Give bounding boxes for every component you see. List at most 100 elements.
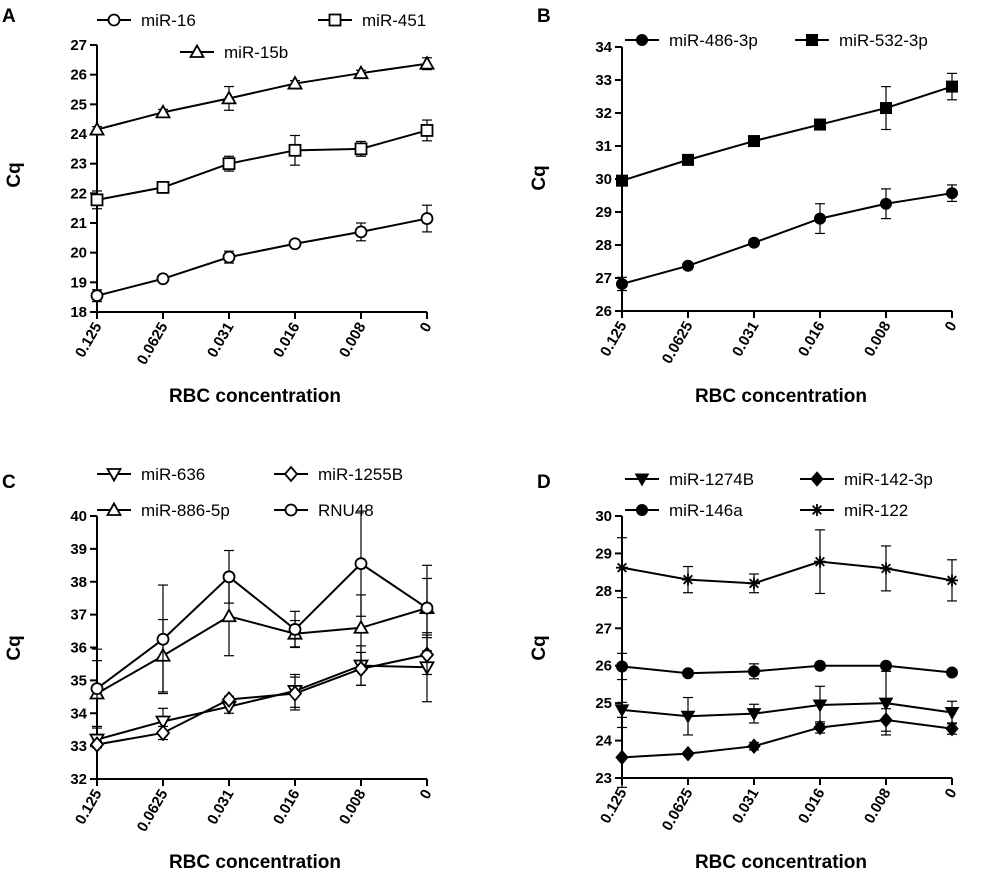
panel-a-x-tick-label: 0.008 <box>336 320 369 361</box>
panel-d-y-axis-title: Cq <box>529 635 550 660</box>
panel-c-y-tick-label: 33 <box>70 738 87 755</box>
panel-a-data-point <box>156 272 170 286</box>
panel-c-y-tick-label: 37 <box>70 607 87 624</box>
panel-d-x-tick-label: 0.031 <box>729 786 762 827</box>
panel-d-data-point <box>944 707 960 721</box>
panel-c-legend-marker <box>105 468 123 483</box>
panel-b-y-tick-label: 34 <box>595 39 612 56</box>
panel-c-data-point <box>420 601 434 615</box>
panel-d-series-line <box>621 664 953 675</box>
panel-a-y-tick-label: 22 <box>70 185 87 202</box>
panel-c-y-tick-label: 39 <box>70 541 87 558</box>
panel-c-x-tick-label: 0.008 <box>336 787 369 828</box>
panel-d-y-tick-label: 23 <box>595 770 612 787</box>
panel-d-series-line <box>621 702 953 718</box>
panel-a-data-point <box>222 250 236 264</box>
panel-a-data-point <box>288 143 302 157</box>
panel-d-y-tick-label: 26 <box>595 658 612 675</box>
panel-d-series-miR-146a <box>616 652 958 681</box>
panel-b-y-tick-label: 33 <box>595 72 612 89</box>
panel-c-series-line <box>96 607 428 695</box>
panel-a-x-tick-label: 0.125 <box>72 320 105 361</box>
panel-b-x-tick-label: 0.125 <box>597 319 630 360</box>
panel-c-legend-label: miR-636 <box>141 465 205 484</box>
panel-d-data-point <box>682 573 694 586</box>
panel-a-data-point <box>220 90 238 105</box>
panel-a-data-point <box>90 289 104 303</box>
panel-b-series-line <box>621 192 953 285</box>
panel-d-legend-entry: miR-142-3p <box>800 470 933 489</box>
panel-c-legend-entry: miR-1255B <box>274 465 403 484</box>
panel-d-data-point <box>814 659 826 672</box>
panel-b-y-tick-label: 28 <box>595 237 612 254</box>
panel-d-series-miR-122 <box>616 529 958 602</box>
panel-d-data-point <box>946 666 958 679</box>
panel-b-y-tick-label: 30 <box>595 171 612 188</box>
panel-b-x-tick-label: 0.0625 <box>659 319 697 367</box>
panel-a-series-miR-15b <box>88 55 436 136</box>
panel-a-data-point <box>352 64 370 80</box>
panel-b-y-tick-label: 26 <box>595 303 612 320</box>
panel-c-legend-label: miR-886-5p <box>141 501 230 520</box>
panel-a-x-tick-label: 0.0625 <box>134 320 172 368</box>
panel-d-y-tick-label: 24 <box>595 733 612 750</box>
panel-c-legend-entry: miR-886-5p <box>97 501 230 520</box>
panel-b-legend-marker <box>636 34 648 46</box>
panel-d-legend-marker <box>810 471 824 487</box>
panel-b-legend-marker <box>806 34 818 46</box>
panel-c-data-point <box>156 632 170 646</box>
panel-b-legend-entry: miR-532-3p <box>795 31 928 50</box>
panel-c-data-point <box>154 715 172 730</box>
panel-d: D RBC concentration Cq 23 24 25 26 27 28 29 30 0… <box>529 470 960 873</box>
panel-d-data-point <box>615 749 629 766</box>
panel-d-legend-label: miR-1274B <box>669 470 754 489</box>
panel-c: C RBC concentration Cq 32 33 34 35 36 37 38 39 4… <box>2 465 435 873</box>
panel-c-y-tick-label: 35 <box>70 672 87 689</box>
panel-c-letter: C <box>2 472 16 493</box>
panel-a-legend-entry: miR-451 <box>318 11 426 30</box>
panel-c-legend-marker <box>284 503 298 517</box>
panel-a-legend-marker <box>328 13 342 27</box>
panel-d-y-tick-label: 27 <box>595 620 612 637</box>
panel-d-data-point <box>880 659 892 672</box>
panel-d-x-tick-label: 0.0625 <box>659 786 697 834</box>
panel-a-legend-marker <box>188 43 206 58</box>
panel-c-x-tick-label: 0.0625 <box>134 787 172 835</box>
panel-c-x-tick-label: 0.125 <box>72 787 105 828</box>
panel-d-data-point <box>946 574 958 587</box>
panel-c-legend-entry: miR-636 <box>97 465 205 484</box>
panel-c-data-point <box>222 570 236 584</box>
panel-d-legend-entry: miR-1274B <box>625 470 754 489</box>
panel-b-y-tick-label: 27 <box>595 270 612 287</box>
panel-b-x-tick-label: 0.031 <box>729 319 762 360</box>
panel-a-x-tick-label: 0.031 <box>204 320 237 361</box>
panel-d-legend-label: miR-146a <box>669 501 743 520</box>
panel-b-x-tick-label: 0.016 <box>795 319 828 360</box>
panel-d-data-point <box>616 660 628 673</box>
panel-a-data-point <box>288 237 302 251</box>
panel-a-letter: A <box>2 6 16 27</box>
panel-b-data-point <box>880 197 892 210</box>
panel-c-y-tick-label: 32 <box>70 771 87 788</box>
panel-d-data-point <box>748 577 760 590</box>
panel-c-x-tick-label: 0.016 <box>270 787 303 828</box>
panel-c-legend-marker <box>283 465 299 483</box>
panel-d-y-tick-label: 30 <box>595 508 612 525</box>
panel-d-series-line <box>621 718 953 759</box>
panel-c-y-tick-label: 36 <box>70 640 87 657</box>
panel-a-x-tick-label: 0.016 <box>270 320 303 361</box>
panel-b-data-point <box>814 212 826 225</box>
panel-c-series-miR-886-5p <box>88 576 436 728</box>
panel-c-series-line <box>96 664 428 741</box>
panel-a-y-tick-label: 20 <box>70 245 87 262</box>
panel-b-data-point <box>616 277 628 290</box>
panel-c-series-line <box>96 653 428 746</box>
panel-d-x-tick-label: 0.008 <box>861 786 894 827</box>
panel-d-data-point <box>681 745 695 762</box>
panel-d-data-point <box>748 665 760 678</box>
panel-c-series-line <box>96 562 428 690</box>
panel-a-legend-label: miR-16 <box>141 11 196 30</box>
panel-d-legend-marker <box>811 504 823 516</box>
panel-d-letter: D <box>537 472 551 493</box>
panel-c-data-point <box>354 557 368 571</box>
